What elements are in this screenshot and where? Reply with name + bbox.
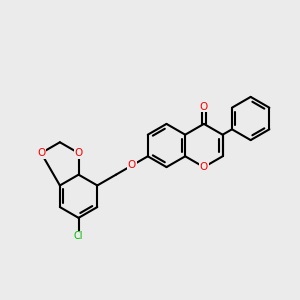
Text: O: O — [74, 148, 83, 158]
Text: O: O — [37, 148, 45, 158]
Text: O: O — [200, 162, 208, 172]
Text: Cl: Cl — [74, 231, 83, 241]
Text: O: O — [200, 102, 208, 112]
Text: O: O — [128, 160, 136, 170]
